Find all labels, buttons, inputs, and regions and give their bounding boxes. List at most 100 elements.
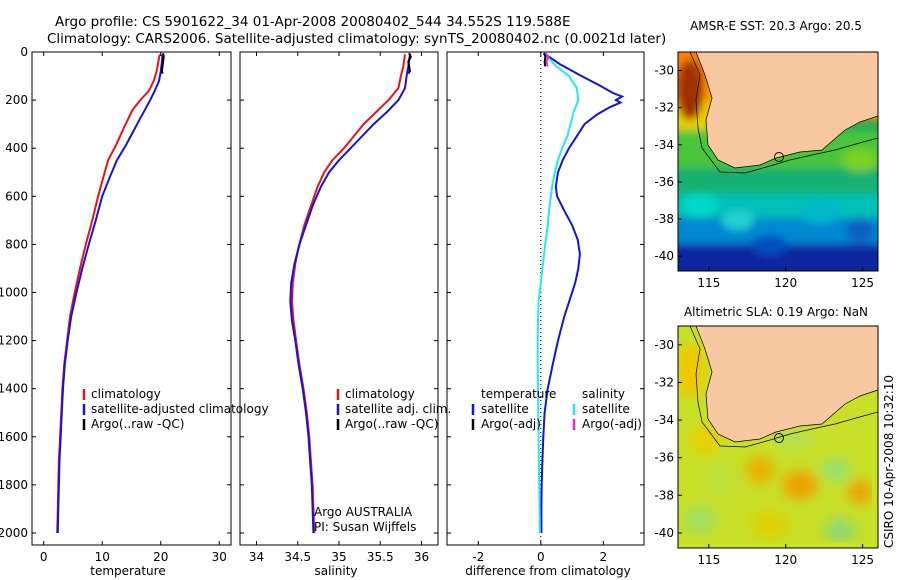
- sla-map-panel: Altimetric SLA: 0.19 Argo: NaN 115 120 125: [654, 305, 879, 567]
- legend-label: satellite: [481, 402, 529, 416]
- map-y-tick-label: -38: [654, 212, 674, 226]
- legend-heading: temperature: [481, 387, 556, 401]
- legend-label: Argo(..raw -QC): [345, 417, 438, 431]
- y-tick-label: 1000: [0, 285, 28, 299]
- legend-label: satellite adj. clim.: [345, 402, 451, 416]
- y-tick-label: 400: [5, 141, 28, 155]
- legend-label: Argo(-adj): [582, 417, 642, 431]
- salinity-annotation-line-2: PI: Susan Wijffels: [314, 520, 416, 534]
- sla-map-ticks: 115 120 125 -30 -32 -34 -36 -38 -40: [654, 338, 874, 567]
- legend-label: climatology: [345, 387, 415, 401]
- map-y-tick-label: -34: [654, 138, 674, 152]
- difference-marks: [536, 52, 625, 545]
- header-line-1: Argo profile: CS 5901622_34 01-Apr-2008 …: [55, 14, 571, 30]
- difference-ticks: -2 0 2: [447, 51, 644, 564]
- x-tick-label: 34: [249, 550, 264, 564]
- series-line-2: [160, 53, 165, 74]
- legend-label: climatology: [91, 387, 161, 401]
- x-tick-label: 36: [414, 550, 429, 564]
- x-tick-label: 34.5: [284, 550, 311, 564]
- legend-label: satellite: [582, 402, 630, 416]
- map-y-tick-label: -30: [654, 64, 674, 78]
- difference-panel: -2 0 2 difference from climatology tempera…: [446, 51, 645, 578]
- sst-map-panel: AMSR-E SST: 20.3 Argo: 20.5: [654, 19, 879, 290]
- x-tick-label: -2: [472, 550, 484, 564]
- sst-map-title: AMSR-E SST: 20.3 Argo: 20.5: [690, 19, 862, 33]
- y-tick-label: 200: [5, 93, 28, 107]
- series-line-2: [407, 52, 412, 75]
- temperature-frame: [31, 51, 232, 546]
- y-tick-label: 1800: [0, 478, 28, 492]
- x-tick-label: 35: [331, 550, 346, 564]
- salinity-ticks: 34 34.5 35 35.5 36: [240, 51, 438, 564]
- map-y-tick-label: -38: [654, 488, 674, 502]
- sla-shelf-contour: [689, 326, 878, 448]
- salinity-frame: [239, 51, 439, 546]
- y-tick-label: 0: [20, 45, 28, 59]
- legend-heading: salinity: [582, 387, 625, 401]
- series-line-1: [289, 54, 411, 534]
- temperature-marks: [56, 53, 165, 534]
- map-y-tick-label: -36: [654, 451, 674, 465]
- series-line-2: [542, 52, 547, 67]
- salinity-marks: [289, 52, 412, 534]
- y-tick-label: 1600: [0, 430, 28, 444]
- header-line-2: Climatology: CARS2006. Satellite-adjuste…: [47, 31, 666, 47]
- y-tick-label: 2000: [0, 526, 28, 540]
- x-tick-label: 0: [537, 550, 545, 564]
- difference-xlabel: difference from climatology: [465, 564, 631, 578]
- sla-float-marker: [774, 433, 784, 443]
- map-y-tick-label: -32: [654, 375, 674, 389]
- sst-shelf-contour: [689, 52, 878, 174]
- y-tick-label: 600: [5, 189, 28, 203]
- sst-land: [678, 52, 878, 169]
- y-tick-label: 800: [5, 237, 28, 251]
- legend-label: Argo(..raw -QC): [91, 417, 184, 431]
- x-tick-label: 35.5: [367, 550, 394, 564]
- temperature-ticks: 0 10 20 30 0 200 400 600 800 1000 1200 1400 1600 1800…: [0, 45, 231, 564]
- map-x-tick-label: 120: [774, 276, 797, 290]
- salinity-xlabel: salinity: [314, 564, 357, 578]
- sla-map-frame: [677, 325, 879, 549]
- map-x-tick-label: 125: [851, 276, 874, 290]
- salinity-annotation-line-1: Argo AUSTRALIA: [314, 505, 413, 519]
- sla-land: [678, 326, 878, 443]
- x-tick-label: 10: [95, 550, 110, 564]
- map-y-tick-label: -40: [654, 249, 674, 263]
- map-x-tick-label: 115: [697, 553, 720, 567]
- map-y-tick-label: -40: [654, 526, 674, 540]
- series-line-0: [56, 54, 161, 534]
- sst-map-ticks: 115 120 125 -30 -32 -34 -36 -38 -40: [654, 64, 874, 290]
- map-y-tick-label: -34: [654, 413, 674, 427]
- map-x-tick-label: 125: [851, 553, 874, 567]
- temperature-xlabel: temperature: [90, 564, 165, 578]
- series-line-1: [56, 54, 164, 534]
- map-x-tick-label: 120: [774, 553, 797, 567]
- series-line-3: [544, 52, 550, 67]
- salinity-panel: 34 34.5 35 35.5 36 salinity climatologysatel…: [239, 51, 451, 578]
- sla-field: [678, 326, 878, 548]
- legend-label: Argo(-adj): [481, 417, 541, 431]
- map-x-tick-label: 115: [697, 276, 720, 290]
- series-line-0: [540, 52, 625, 533]
- sst-map-frame: [677, 51, 879, 272]
- sst-field: [678, 52, 878, 271]
- x-tick-label: 0: [40, 550, 48, 564]
- difference-frame: [446, 51, 645, 546]
- x-tick-label: 30: [212, 550, 227, 564]
- map-y-tick-label: -32: [654, 101, 674, 115]
- y-tick-label: 1200: [0, 334, 28, 348]
- csiro-timestamp: CSIRO 10-Apr-2008 10:32:10: [882, 375, 896, 548]
- x-tick-label: 20: [153, 550, 168, 564]
- sla-map-title: Altimetric SLA: 0.19 Argo: NaN: [684, 305, 868, 319]
- difference-legend: temperaturesatelliteArgo(-adj)salinitysa…: [471, 387, 642, 431]
- legend-label: satellite-adjusted climatology: [91, 402, 269, 416]
- temperature-panel: 0 10 20 30 0 200 400 600 800 1000 1200 1400 1600 1800…: [0, 45, 269, 578]
- sla-blobs: [678, 342, 872, 542]
- x-tick-label: 2: [600, 550, 608, 564]
- sst-float-marker: [774, 152, 784, 162]
- series-line-1: [536, 52, 580, 534]
